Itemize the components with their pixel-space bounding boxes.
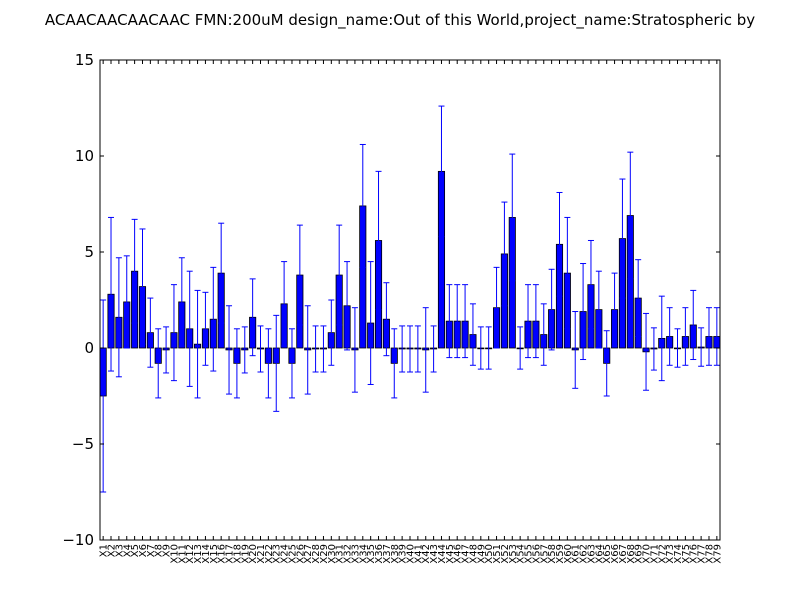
- x-tick-label: X49: [476, 544, 487, 564]
- x-tick-label: X67: [618, 544, 629, 564]
- x-tick-label: X5: [130, 544, 141, 557]
- x-tick-label: X52: [500, 544, 511, 564]
- x-tick-label: X59: [555, 544, 566, 564]
- x-tick-label: X15: [209, 544, 220, 564]
- x-tick-label: X16: [217, 544, 228, 564]
- x-tick-label: X31: [335, 544, 346, 564]
- x-tick-label: X9: [162, 544, 173, 557]
- x-tick-label: X55: [524, 544, 535, 564]
- y-tick-label: 5: [84, 243, 94, 261]
- plot-frame: [99, 59, 721, 541]
- x-tick-label: X17: [225, 544, 236, 564]
- x-tick-label: X10: [169, 544, 180, 564]
- x-tick-label: X38: [390, 544, 401, 564]
- x-tick-label: X58: [547, 544, 558, 564]
- y-tick-label: −10: [62, 531, 94, 549]
- x-tick-label: X19: [240, 544, 251, 564]
- x-tick-label: X50: [484, 544, 495, 564]
- x-tick-label: X30: [327, 544, 338, 564]
- x-tick-label: X22: [264, 544, 275, 564]
- x-tick-label: X37: [382, 544, 393, 564]
- x-tick-label: X18: [232, 544, 243, 564]
- x-tick-label: X79: [712, 544, 723, 564]
- chart-marks: [99, 105, 721, 493]
- x-tick-label: X6: [138, 544, 149, 557]
- y-tick-label: 0: [84, 339, 94, 357]
- x-tick-label: X34: [358, 544, 369, 564]
- x-tick-label: X4: [122, 544, 133, 557]
- chart-title: ACAACAACAACAAC FMN:200uM design_name:Out…: [45, 11, 755, 30]
- chart-axes: X1X2X3X4X5X6X7X8X9X10X11X12X13X14X15X16X…: [62, 51, 723, 564]
- x-tick-label: X23: [272, 544, 283, 564]
- x-tick-label: X46: [453, 544, 464, 564]
- y-tick-label: 15: [75, 51, 94, 69]
- x-tick-label: X60: [563, 544, 574, 564]
- x-tick-label: X21: [256, 544, 267, 564]
- x-tick-label: X48: [468, 544, 479, 564]
- x-tick-label: X36: [374, 544, 385, 564]
- x-tick-label: X35: [366, 544, 377, 564]
- x-tick-label: X11: [177, 544, 188, 564]
- y-tick-label: 10: [75, 147, 94, 165]
- x-tick-label: X72: [657, 544, 668, 564]
- x-tick-label: X25: [287, 544, 298, 564]
- x-tick-label: X65: [602, 544, 613, 564]
- x-tick-label: X40: [406, 544, 417, 564]
- x-tick-label: X54: [516, 544, 527, 564]
- x-tick-label: X13: [193, 544, 204, 564]
- x-tick-label: X26: [295, 544, 306, 564]
- x-tick-label: X75: [681, 544, 692, 564]
- x-tick-label: X8: [154, 544, 165, 557]
- x-tick-label: X71: [649, 544, 660, 564]
- x-tick-label: X24: [280, 544, 291, 564]
- x-tick-label: X70: [642, 544, 653, 564]
- x-tick-label: X42: [421, 544, 432, 564]
- x-tick-label: X29: [319, 544, 330, 564]
- x-tick-label: X57: [539, 544, 550, 564]
- x-tick-label: X56: [531, 544, 542, 564]
- x-tick-label: X41: [413, 544, 424, 564]
- x-tick-label: X73: [665, 544, 676, 564]
- x-tick-label: X3: [114, 544, 125, 557]
- x-tick-label: X2: [107, 544, 118, 557]
- x-tick-label: X28: [311, 544, 322, 564]
- x-tick-label: X62: [579, 544, 590, 564]
- x-tick-label: X63: [586, 544, 597, 564]
- x-tick-label: X27: [303, 544, 314, 564]
- x-tick-label: X44: [437, 544, 448, 564]
- x-tick-label: X14: [201, 544, 212, 564]
- x-tick-label: X66: [610, 544, 621, 564]
- x-tick-label: X45: [445, 544, 456, 564]
- x-tick-label: X76: [689, 544, 700, 564]
- x-tick-label: X7: [146, 544, 157, 557]
- x-tick-label: X68: [626, 544, 637, 564]
- x-tick-label: X51: [492, 544, 503, 564]
- x-tick-label: X74: [673, 544, 684, 564]
- x-tick-label: X78: [704, 544, 715, 564]
- x-tick-label: X64: [594, 544, 605, 564]
- x-tick-label: X1: [99, 544, 110, 557]
- x-tick-label: X77: [697, 544, 708, 564]
- x-tick-label: X20: [248, 544, 259, 564]
- x-tick-label: X12: [185, 544, 196, 564]
- x-tick-label: X69: [634, 544, 645, 564]
- x-tick-label: X61: [571, 544, 582, 564]
- x-tick-label: X47: [461, 544, 472, 564]
- x-tick-label: X33: [350, 544, 361, 564]
- x-tick-label: X32: [343, 544, 354, 564]
- x-tick-label: X39: [398, 544, 409, 564]
- y-tick-label: −5: [72, 435, 94, 453]
- x-tick-label: X43: [429, 544, 440, 564]
- x-tick-label: X53: [508, 544, 519, 564]
